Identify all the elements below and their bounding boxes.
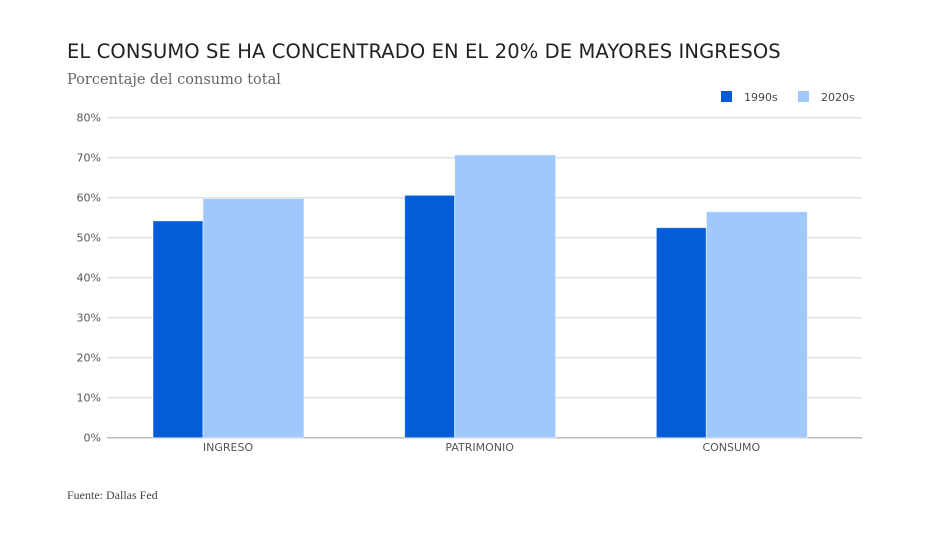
y-tick-label: 40% [77,272,101,285]
x-tick-label: INGRESO [203,441,254,454]
chart-subtitle: Porcentaje del consumo total [67,72,281,88]
bar-1990s-patrimonio [404,194,456,439]
legend-swatch-1990s [721,91,732,102]
y-tick-label: 60% [77,192,101,205]
y-tick-label: 20% [77,352,101,365]
chart-title: EL CONSUMO SE HA CONCENTRADO EN EL 20% D… [67,40,781,63]
bar-2020s-ingreso [202,198,305,439]
bar-1990s-ingreso [152,220,204,439]
legend-label: 1990s [744,91,778,104]
y-tick-label: 50% [77,232,101,245]
bar-2020s-patrimonio [454,154,557,439]
x-tick-label: PATRIMONIO [445,441,514,454]
y-tick-label: 30% [77,312,101,325]
legend-label: 2020s [821,91,855,104]
legend-swatch-2020s [798,91,809,102]
y-tick-label: 0% [84,432,101,445]
y-tick-label: 70% [77,152,101,165]
y-tick-label: 80% [77,112,101,125]
y-tick-label: 10% [77,392,101,405]
chart-source: Fuente: Dallas Fed [67,488,158,502]
bar-1990s-consumo [655,227,707,439]
bar-2020s-consumo [705,211,808,439]
x-tick-label: CONSUMO [702,441,760,454]
